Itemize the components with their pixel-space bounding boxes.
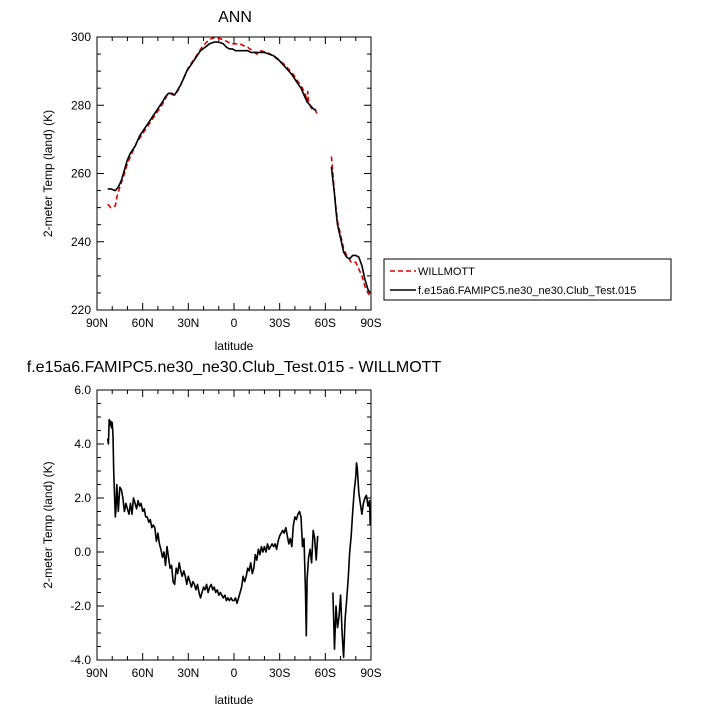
series-line-1 <box>330 166 371 294</box>
y-tick-label: -4.0 <box>70 653 91 667</box>
x-tick-label: 30N <box>177 316 199 330</box>
top-xaxis-label: latitude <box>215 339 254 353</box>
legend-label-model: f.e15a6.FAMIPC5.ne30_ne30.Club_Test.015 <box>418 285 636 297</box>
x-tick-label: 90N <box>86 316 108 330</box>
legend-label-willmott: WILLMOTT <box>418 266 475 278</box>
top-series-lines <box>107 36 371 297</box>
y-tick-label: 240 <box>71 235 91 249</box>
bottom-panel: f.e15a6.FAMIPC5.ne30_ne30.Club_Test.015 … <box>27 359 442 707</box>
bottom-series-lines <box>106 418 371 659</box>
y-tick-label: 2.0 <box>74 491 91 505</box>
series-line-0 <box>107 36 319 209</box>
x-tick-label: 60N <box>132 316 154 330</box>
x-tick-label: 30S <box>269 666 290 680</box>
x-tick-label: 90S <box>360 666 381 680</box>
legend: WILLMOTT f.e15a6.FAMIPC5.ne30_ne30.Club_… <box>383 258 672 301</box>
y-tick-label: 300 <box>71 30 91 44</box>
y-tick-label: -2.0 <box>70 599 91 613</box>
legend-box <box>383 258 672 301</box>
x-tick-label: 60N <box>132 666 154 680</box>
x-tick-label: 90N <box>86 666 108 680</box>
series-line-1 <box>107 41 317 192</box>
x-tick-label: 90S <box>360 316 381 330</box>
bottom-xaxis-label: latitude <box>215 693 254 707</box>
bottom-chart-title: f.e15a6.FAMIPC5.ne30_ne30.Club_Test.015 … <box>27 359 442 376</box>
x-tick-label: 0 <box>231 316 238 330</box>
top-panel: ANN 90N 60N 30N 0 30S 60S 90S 220 240 260 280 300 l… <box>41 9 382 353</box>
bottom-yaxis-label: 2-meter Temp (land) (K) <box>41 461 55 588</box>
y-tick-label: 0.0 <box>74 545 91 559</box>
series-line-0 <box>106 418 319 637</box>
top-plot-frame <box>96 36 372 311</box>
top-chart-title: ANN <box>218 9 252 26</box>
y-tick-label: 4.0 <box>74 437 91 451</box>
y-tick-label: 280 <box>71 98 91 112</box>
x-tick-label: 30S <box>269 316 290 330</box>
x-tick-label: 0 <box>231 666 238 680</box>
y-tick-label: 220 <box>71 303 91 317</box>
top-axis-ticks: 90N 60N 30N 0 30S 60S 90S 220 240 260 280 300 <box>71 30 382 330</box>
x-tick-label: 60S <box>315 316 336 330</box>
bottom-axis-ticks: 90N 60N 30N 0 30S 60S 90S -4.0 -2.0 0.0 2.0 4.0 6.0 <box>70 383 381 680</box>
top-yaxis-label: 2-meter Temp (land) (K) <box>41 110 55 237</box>
x-tick-label: 60S <box>315 666 336 680</box>
y-tick-label: 260 <box>71 167 91 181</box>
y-tick-label: 6.0 <box>74 383 91 397</box>
bottom-plot-frame <box>96 389 372 661</box>
series-line-0 <box>332 462 371 659</box>
x-tick-label: 30N <box>177 666 199 680</box>
